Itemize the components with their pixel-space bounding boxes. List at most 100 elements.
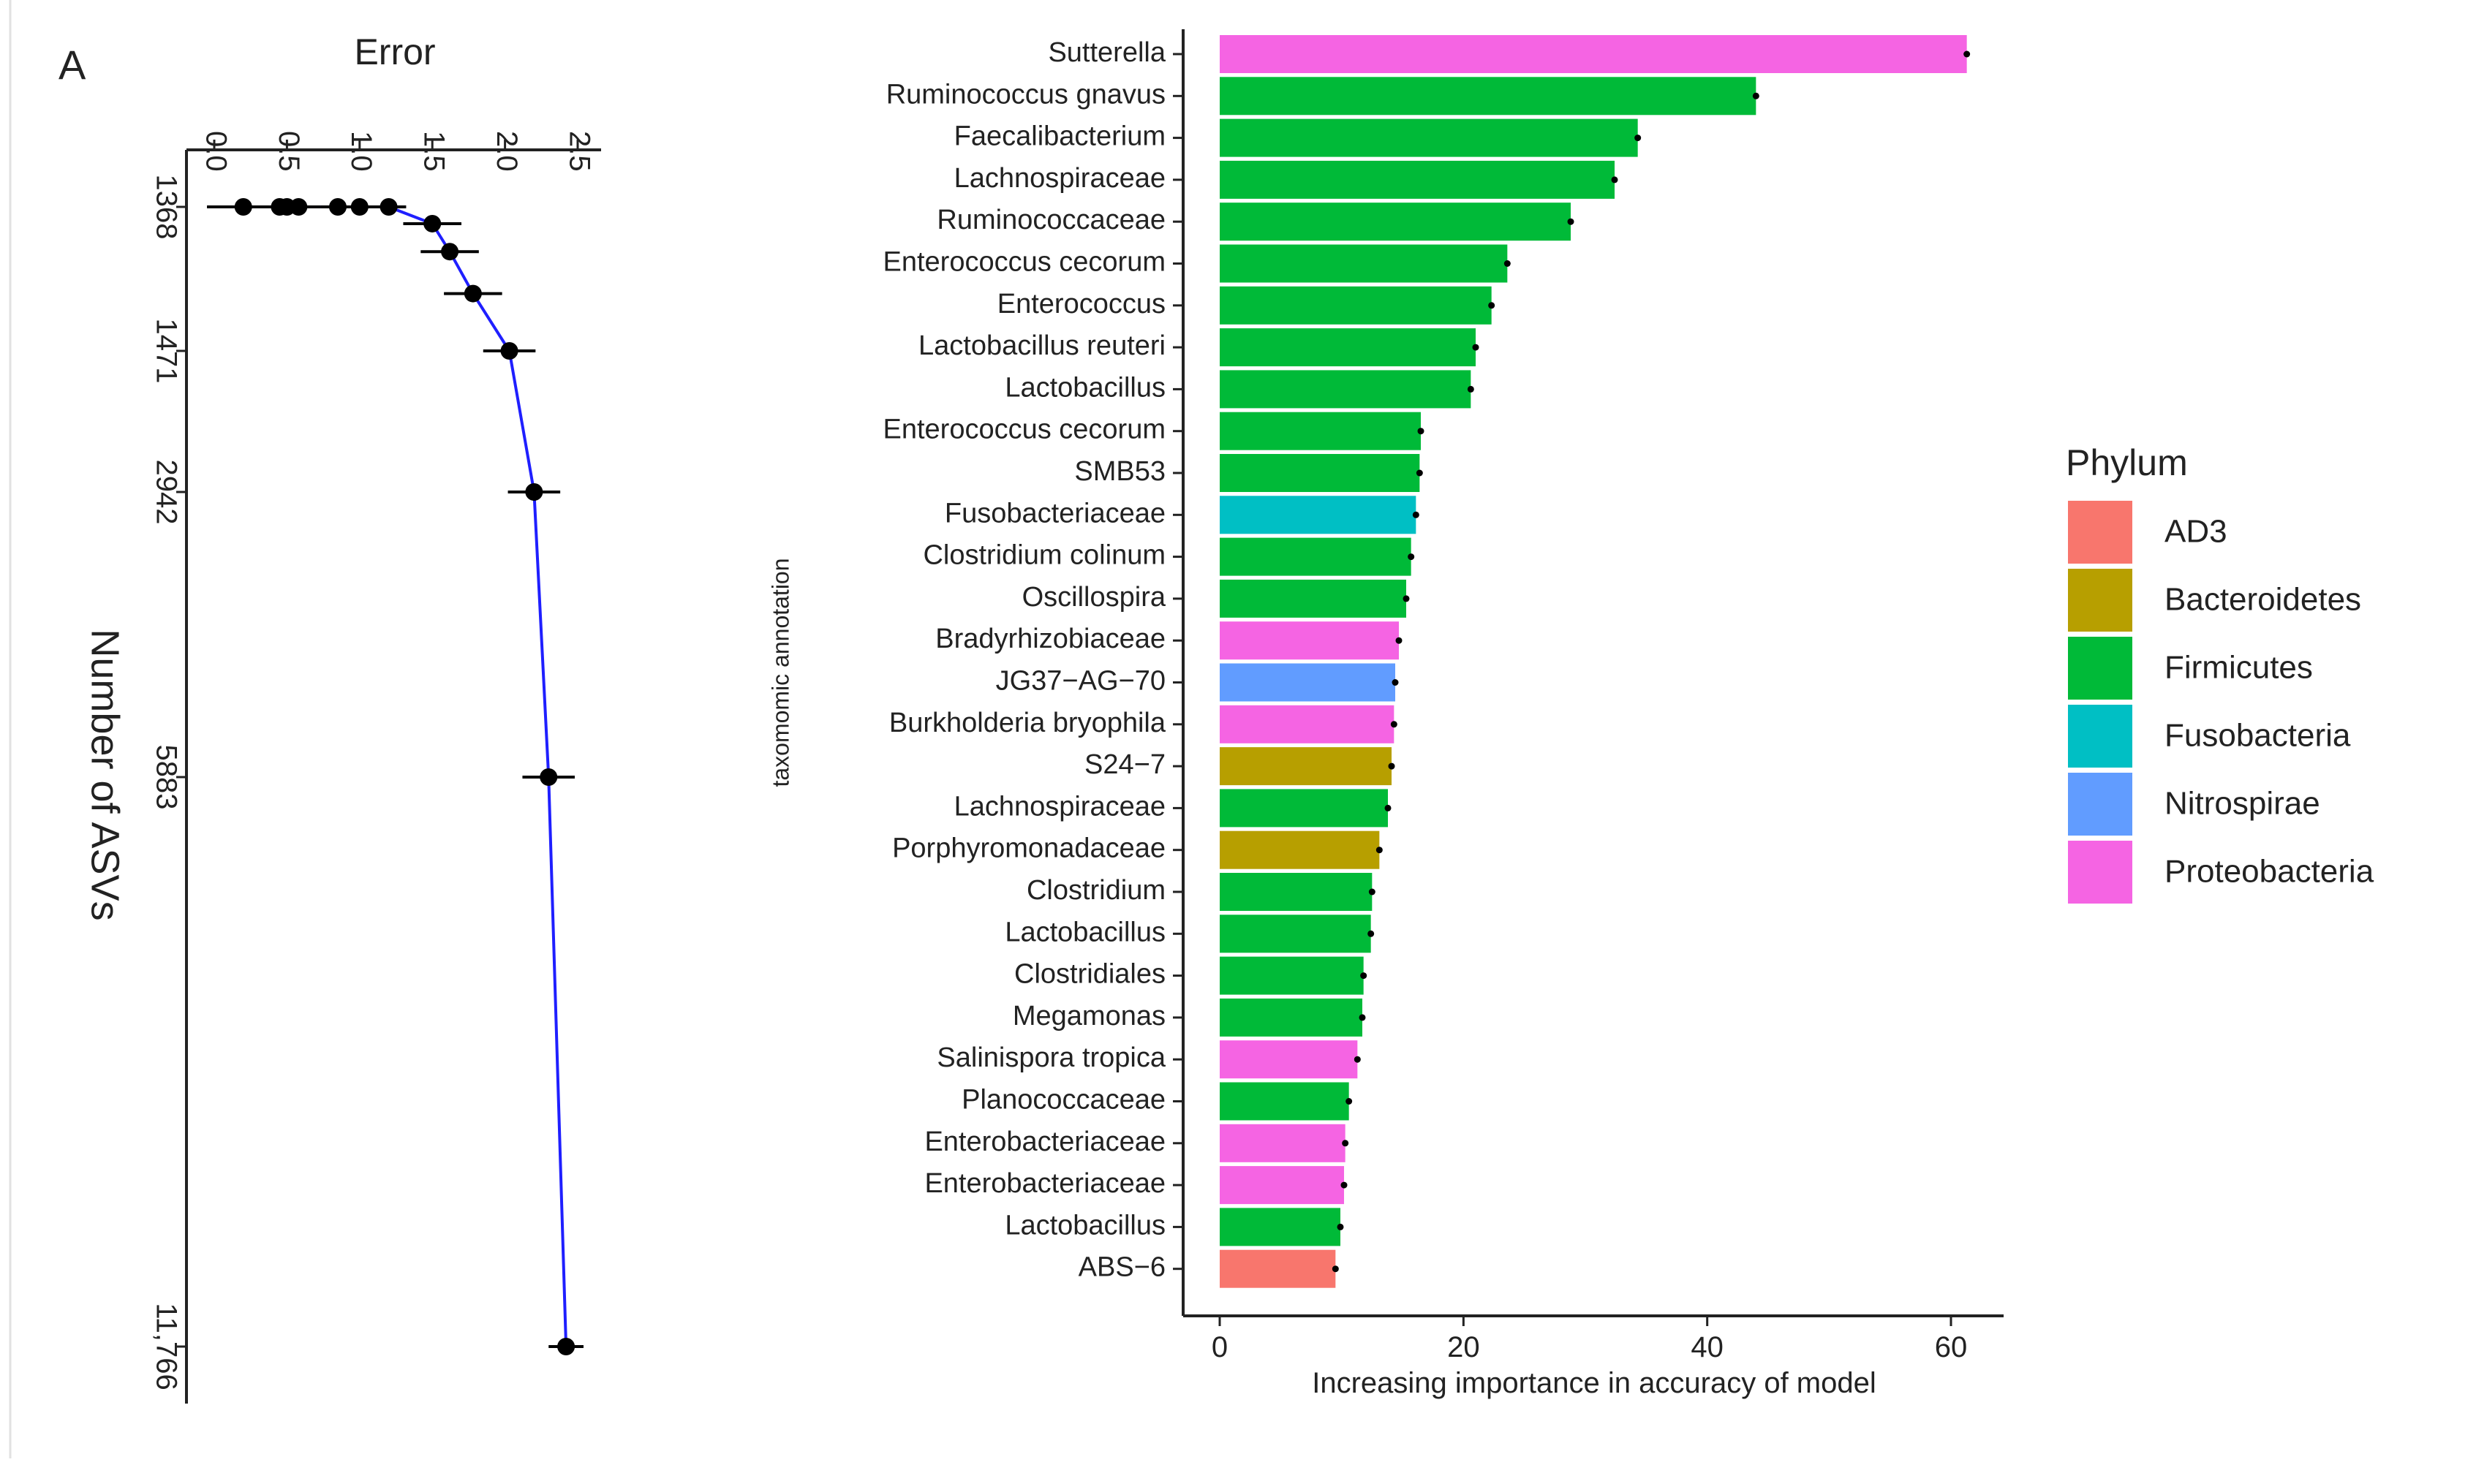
- legend-swatch: [2068, 841, 2132, 904]
- category-label: Oscillospira: [1022, 582, 1166, 613]
- bar-error-mark: [1337, 1223, 1344, 1230]
- x-tick-label: 0.5: [273, 131, 305, 172]
- bar: [1220, 830, 1380, 869]
- bar-error-mark: [1395, 637, 1403, 644]
- legend-label: Nitrospirae: [2164, 786, 2320, 822]
- bar: [1220, 370, 1471, 409]
- bar-error-mark: [1611, 176, 1618, 183]
- bar: [1220, 621, 1399, 660]
- legend-swatch: [2068, 501, 2132, 564]
- category-label: Porphyromonadaceae: [892, 833, 1166, 864]
- category-label: ABS−6: [1079, 1252, 1166, 1283]
- category-label: Clostridium colinum: [923, 540, 1166, 571]
- bar-error-mark: [1375, 847, 1383, 854]
- category-label: Enterococcus cecorum: [883, 414, 1166, 445]
- data-point: [540, 768, 558, 786]
- y-axis-title: taxomomic annotation: [767, 558, 793, 787]
- category-label: Enterobacteriaceae: [924, 1127, 1166, 1157]
- y-tick-label: 11,766: [150, 1303, 182, 1390]
- data-point: [380, 198, 398, 216]
- legend-label: Fusobacteria: [2164, 718, 2351, 754]
- legend-swatch: [2068, 773, 2132, 836]
- x-tick-label: 1.0: [345, 131, 377, 172]
- data-point: [234, 198, 252, 216]
- bar-error-mark: [1390, 721, 1397, 728]
- data-point: [500, 342, 518, 360]
- x-tick-label: 1.5: [418, 131, 450, 172]
- category-label: Lactobacillus: [1005, 1210, 1166, 1241]
- bar: [1220, 789, 1388, 828]
- bar-error-mark: [1359, 1014, 1366, 1021]
- legend-swatch: [2068, 637, 2132, 700]
- error-line-chart: 0.0 0.5 1.0 1.5 2.0 2.5 1368 1471 2942 5883 11,766…: [83, 31, 601, 1404]
- category-label: Lactobacillus reuteri: [918, 330, 1166, 361]
- bar: [1220, 1208, 1340, 1246]
- bar-error-mark: [1752, 92, 1759, 99]
- bar: [1220, 1040, 1358, 1079]
- bar-error-mark: [1354, 1056, 1361, 1063]
- category-label: Megamonas: [1013, 1001, 1166, 1031]
- bar: [1220, 915, 1371, 953]
- category-label: Planococcaceae: [962, 1085, 1166, 1116]
- y-tick-label: 1471: [150, 319, 182, 384]
- bar-error-mark: [1345, 1098, 1353, 1105]
- bar: [1220, 1166, 1344, 1205]
- bar-error-mark: [1342, 1140, 1349, 1147]
- category-label: SMB53: [1074, 456, 1166, 487]
- bar-error-mark: [1467, 385, 1474, 393]
- bar-error-mark: [1503, 260, 1511, 267]
- importance-bar-chart: Sutterella Ruminococcus gnavus Faecalibact…: [767, 29, 2004, 1399]
- legend-title: Phylum: [2066, 442, 2188, 483]
- data-point: [290, 198, 308, 216]
- legend-label: Proteobacteria: [2164, 854, 2374, 890]
- category-label: Salinispora tropica: [937, 1042, 1166, 1073]
- legend-swatch: [2068, 705, 2132, 768]
- bar-error-mark: [1340, 1181, 1348, 1189]
- category-label: Lactobacillus: [1005, 372, 1166, 403]
- y-tick-label: 1368: [150, 175, 182, 240]
- bar-error-mark: [1403, 595, 1410, 602]
- bar-error-mark: [1367, 930, 1375, 937]
- x-tick-label: 20: [1447, 1331, 1480, 1363]
- bar: [1220, 77, 1756, 116]
- y-tick-label: 5883: [150, 745, 182, 810]
- x-tick-label: 2.5: [563, 131, 595, 172]
- bar-error-mark: [1963, 50, 1971, 58]
- bar: [1220, 244, 1508, 283]
- phylum-legend: Phylum AD3 Bacteroidetes Firmicutes Fusobact…: [2066, 442, 2374, 904]
- data-point: [441, 243, 459, 261]
- bar: [1220, 579, 1406, 618]
- legend-label: Bacteroidetes: [2164, 582, 2361, 618]
- error-curve: [243, 205, 568, 1347]
- x-tick-label: 40: [1691, 1331, 1724, 1363]
- bar-error-mark: [1332, 1265, 1339, 1273]
- bar-error-mark: [1360, 972, 1367, 980]
- bar: [1220, 328, 1476, 367]
- bar-error-mark: [1488, 302, 1495, 309]
- category-label: Enterococcus cecorum: [883, 247, 1166, 278]
- category-label: Faecalibacterium: [954, 121, 1166, 152]
- category-label: Clostridium: [1027, 875, 1166, 906]
- x-tick-label: 2.0: [491, 131, 523, 172]
- bar-error-mark: [1412, 511, 1419, 518]
- category-label: Ruminococcaceae: [937, 205, 1166, 235]
- data-point: [464, 284, 482, 303]
- bar: [1220, 496, 1416, 534]
- x-axis-title: Increasing importance in accuracy of mod…: [1312, 1367, 1876, 1399]
- bar-error-mark: [1408, 553, 1415, 561]
- category-label: Lactobacillus: [1005, 917, 1166, 947]
- x-axis-title: Error: [354, 31, 435, 72]
- category-label: Enterobacteriaceae: [924, 1168, 1166, 1199]
- category-label: Burkholderia bryophila: [889, 708, 1166, 738]
- category-label: Lachnospiraceae: [954, 163, 1166, 194]
- bar-error-mark: [1417, 428, 1424, 435]
- bar: [1220, 998, 1362, 1037]
- panel-label: A: [58, 42, 86, 88]
- x-tick-label: 0.0: [200, 131, 232, 172]
- bar: [1220, 412, 1421, 450]
- category-label: JG37−AG−70: [996, 666, 1166, 697]
- data-point: [525, 483, 543, 501]
- bar: [1220, 118, 1638, 157]
- bar: [1220, 747, 1392, 786]
- category-label: Enterococcus: [997, 289, 1166, 319]
